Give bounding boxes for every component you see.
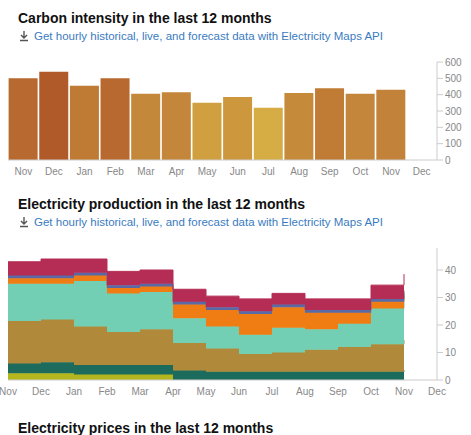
svg-text:Dec: Dec xyxy=(413,166,431,177)
html-text:Get hourly historical, live, a: Get hourly historical, live, and forecas… xyxy=(34,216,383,228)
svg-text:Jul: Jul xyxy=(266,386,279,397)
svg-text:600: 600 xyxy=(445,57,462,68)
svg-text:Jan: Jan xyxy=(77,166,93,177)
svg-text:Aug: Aug xyxy=(290,166,308,177)
html-text:Carbon intensity in the last 1: Carbon intensity in the last 12 months xyxy=(18,10,272,26)
svg-text:May: May xyxy=(197,386,216,397)
svg-text:Sep: Sep xyxy=(321,166,339,177)
svg-text:Sep: Sep xyxy=(329,386,347,397)
svg-text:0: 0 xyxy=(445,375,451,386)
svg-text:40: 40 xyxy=(445,265,457,276)
html-text:Electricity prices in the last: Electricity prices in the last 12 months xyxy=(18,420,274,435)
svg-text:Nov: Nov xyxy=(14,166,32,177)
svg-text:Apr: Apr xyxy=(165,386,181,397)
svg-text:Dec: Dec xyxy=(45,166,63,177)
svg-text:Dec: Dec xyxy=(32,386,50,397)
svg-text:Feb: Feb xyxy=(107,166,125,177)
svg-text:Jun: Jun xyxy=(231,386,247,397)
svg-text:Nov: Nov xyxy=(395,386,413,397)
html-text:Get hourly historical, live, a: Get hourly historical, live, and forecas… xyxy=(34,30,383,42)
svg-text:Jan: Jan xyxy=(66,386,82,397)
svg-text:Oct: Oct xyxy=(353,166,369,177)
svg-text:400: 400 xyxy=(445,89,462,100)
svg-text:20: 20 xyxy=(445,320,457,331)
svg-text:Mar: Mar xyxy=(131,386,149,397)
svg-text:30: 30 xyxy=(445,292,457,303)
svg-text:Mar: Mar xyxy=(137,166,155,177)
svg-text:Apr: Apr xyxy=(169,166,185,177)
svg-text:100: 100 xyxy=(445,138,462,149)
svg-text:Jun: Jun xyxy=(230,166,246,177)
svg-text:May: May xyxy=(198,166,217,177)
html-text:Electricity production in the: Electricity production in the last 12 mo… xyxy=(18,196,306,212)
svg-text:Dec: Dec xyxy=(428,386,446,397)
svg-text:200: 200 xyxy=(445,122,462,133)
svg-text:Nov: Nov xyxy=(8,386,17,397)
svg-text:Feb: Feb xyxy=(98,386,116,397)
svg-text:Aug: Aug xyxy=(296,386,314,397)
svg-text:0: 0 xyxy=(445,155,451,166)
svg-text:Nov: Nov xyxy=(382,166,400,177)
svg-text:10: 10 xyxy=(445,347,457,358)
svg-text:Oct: Oct xyxy=(363,386,379,397)
svg-text:300: 300 xyxy=(445,106,462,117)
svg-text:500: 500 xyxy=(445,73,462,84)
svg-text:Jul: Jul xyxy=(262,166,275,177)
